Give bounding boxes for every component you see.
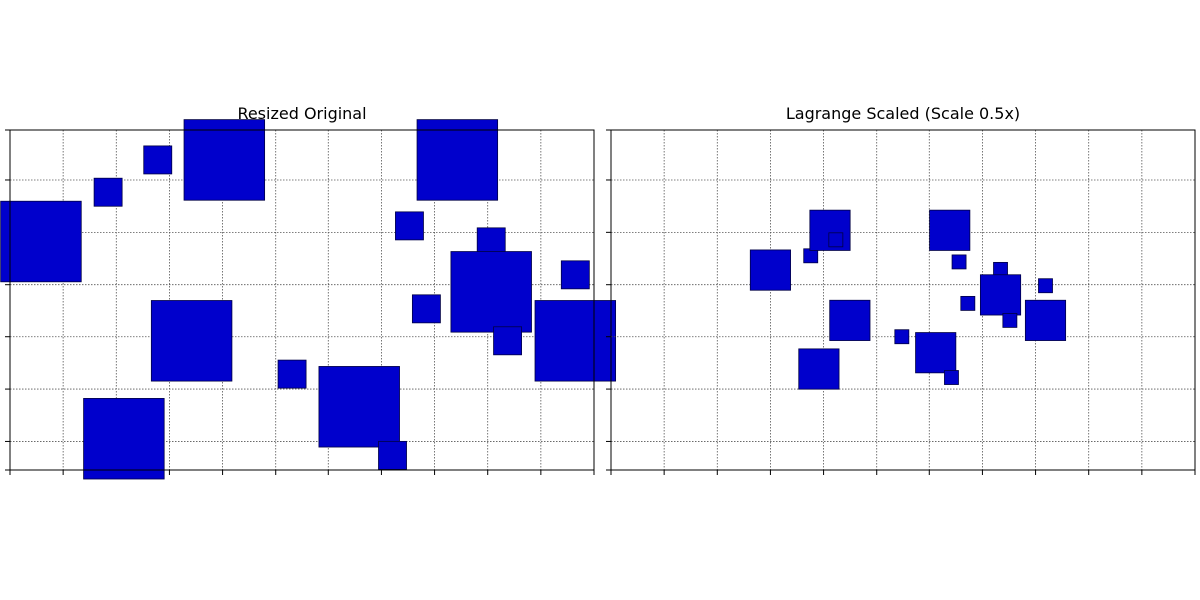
right-square-marker: [1024, 299, 1067, 341]
left-chart-title: Resized Original: [237, 104, 367, 123]
left-square-marker: [534, 300, 617, 382]
left-square-marker: [150, 300, 233, 382]
left-square-marker: [0, 200, 82, 283]
right-square-marker: [993, 261, 1008, 277]
left-axes-frame: [9, 129, 595, 471]
right-square-marker: [979, 274, 1022, 316]
left-square-marker: [560, 260, 590, 290]
right-square-marker: [929, 209, 971, 251]
right-square-marker: [960, 295, 976, 311]
left-square-marker: [395, 211, 424, 241]
right-square-marker: [951, 254, 967, 270]
left-square-marker: [183, 119, 266, 201]
right-square-marker: [894, 329, 910, 345]
right-square-marker: [829, 299, 871, 341]
right-square-marker: [803, 248, 819, 264]
right-square-marker: [798, 348, 840, 390]
left-square-marker: [493, 326, 522, 356]
right-square-marker: [915, 332, 957, 374]
left-square-marker: [277, 359, 307, 389]
left-square-marker: [416, 119, 499, 201]
left-square-marker: [450, 251, 532, 333]
left-square-marker: [93, 177, 123, 207]
left-square-marker: [318, 366, 400, 448]
right-square-marker: [1002, 312, 1018, 328]
right-square-marker: [809, 209, 851, 251]
right-chart-title: Lagrange Scaled (Scale 0.5x): [785, 104, 1021, 123]
right-square-marker: [828, 232, 844, 248]
left-square-marker: [378, 440, 407, 470]
left-square-marker: [411, 294, 441, 324]
right-axes-frame: [610, 129, 1196, 471]
left-square-marker: [143, 145, 173, 175]
right-square-marker: [749, 249, 791, 291]
right-square-marker: [944, 370, 959, 385]
left-square-marker: [83, 398, 165, 480]
right-square-marker: [1038, 278, 1053, 294]
